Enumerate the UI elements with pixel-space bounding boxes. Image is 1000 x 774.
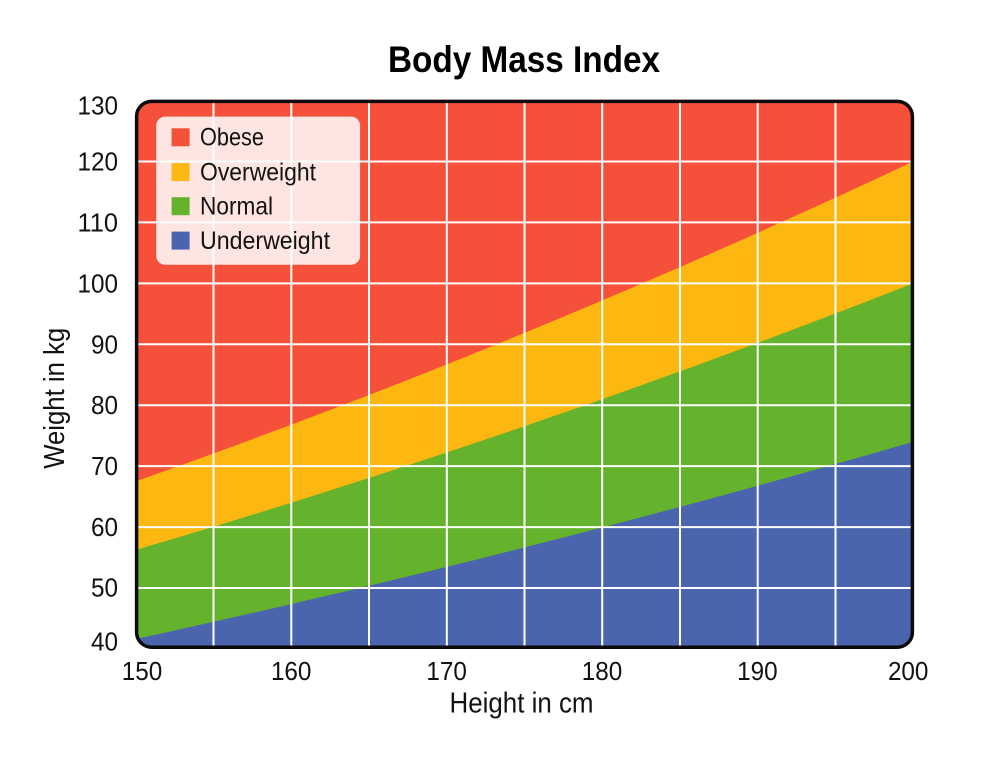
svg-text:170: 170 — [426, 656, 467, 686]
svg-text:150: 150 — [122, 656, 163, 686]
svg-text:Obese: Obese — [200, 124, 264, 152]
svg-text:Overweight: Overweight — [200, 158, 316, 186]
svg-text:90: 90 — [91, 329, 118, 359]
svg-text:Body Mass Index: Body Mass Index — [388, 39, 660, 80]
svg-text:110: 110 — [78, 208, 119, 238]
svg-text:180: 180 — [582, 656, 623, 686]
svg-text:Normal: Normal — [200, 192, 273, 220]
svg-text:190: 190 — [737, 656, 778, 686]
svg-text:Height in cm: Height in cm — [450, 688, 594, 720]
svg-text:70: 70 — [91, 451, 118, 481]
svg-text:Underweight: Underweight — [200, 227, 330, 255]
svg-text:60: 60 — [91, 512, 118, 542]
svg-text:40: 40 — [91, 627, 118, 657]
svg-text:130: 130 — [78, 90, 119, 120]
svg-text:100: 100 — [78, 268, 119, 298]
svg-text:Weight in kg: Weight in kg — [39, 328, 71, 469]
svg-text:160: 160 — [271, 656, 312, 686]
svg-text:50: 50 — [91, 573, 118, 603]
svg-text:200: 200 — [888, 656, 929, 686]
svg-text:80: 80 — [91, 390, 118, 420]
svg-text:120: 120 — [78, 147, 119, 177]
